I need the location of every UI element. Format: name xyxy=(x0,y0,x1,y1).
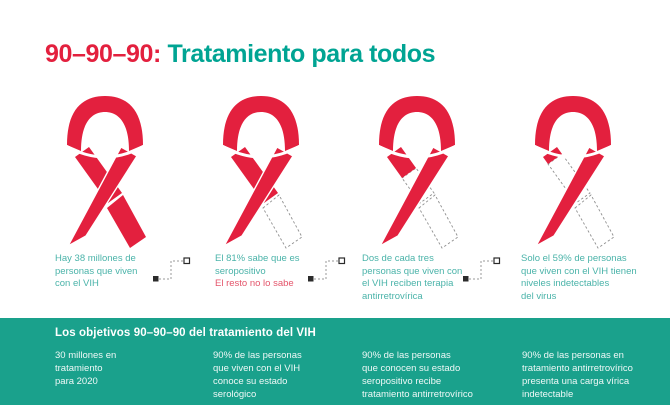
footer-column-4: 90% de las personas en tratamiento antir… xyxy=(522,350,633,400)
aids-ribbon-icon-2 xyxy=(215,95,307,249)
page-title-text: Tratamiento para todos xyxy=(160,40,436,68)
aids-ribbon-icon-4 xyxy=(527,95,619,249)
dashed-step-connector-icon xyxy=(150,256,194,284)
caption-2-text: El 81% sabe que es seropositivo xyxy=(215,253,300,277)
caption-4: Solo el 59% de personas que viven con el… xyxy=(521,253,661,303)
footer-column-1: 30 millones en tratamiento para 2020 xyxy=(55,350,117,387)
caption-2: El 81% sabe que es seropositivo El resto… xyxy=(215,253,327,291)
aids-ribbon-icon-3 xyxy=(371,95,463,249)
page-title-numbers: 90–90–90: xyxy=(45,40,161,68)
footer-band: Los objetivos 90–90–90 del tratamiento d… xyxy=(0,318,670,405)
footer-column-3: 90% de las personas que conocen su estad… xyxy=(362,350,473,400)
caption-1: Hay 38 millones de personas que viven co… xyxy=(55,253,167,291)
dashed-step-connector-icon xyxy=(460,256,504,284)
caption-3: Dos de cada tres personas que viven con … xyxy=(362,253,487,303)
footer-column-2: 90% de las personas que viven con el VIH… xyxy=(213,350,302,400)
caption-1-text: Hay 38 millones de personas que viven co… xyxy=(55,253,138,289)
footer-heading: Los objetivos 90–90–90 del tratamiento d… xyxy=(55,327,316,339)
page-title: 90–90–90: Tratamiento para todos xyxy=(45,40,436,69)
caption-3-text: Dos de cada tres personas que viven con … xyxy=(362,253,463,302)
dashed-step-connector-icon xyxy=(305,256,349,284)
caption-2-alt-text: El resto no lo sabe xyxy=(215,278,294,289)
aids-ribbon-icon-1 xyxy=(59,95,151,249)
caption-4-text: Solo el 59% de personas que viven con el… xyxy=(521,253,637,302)
